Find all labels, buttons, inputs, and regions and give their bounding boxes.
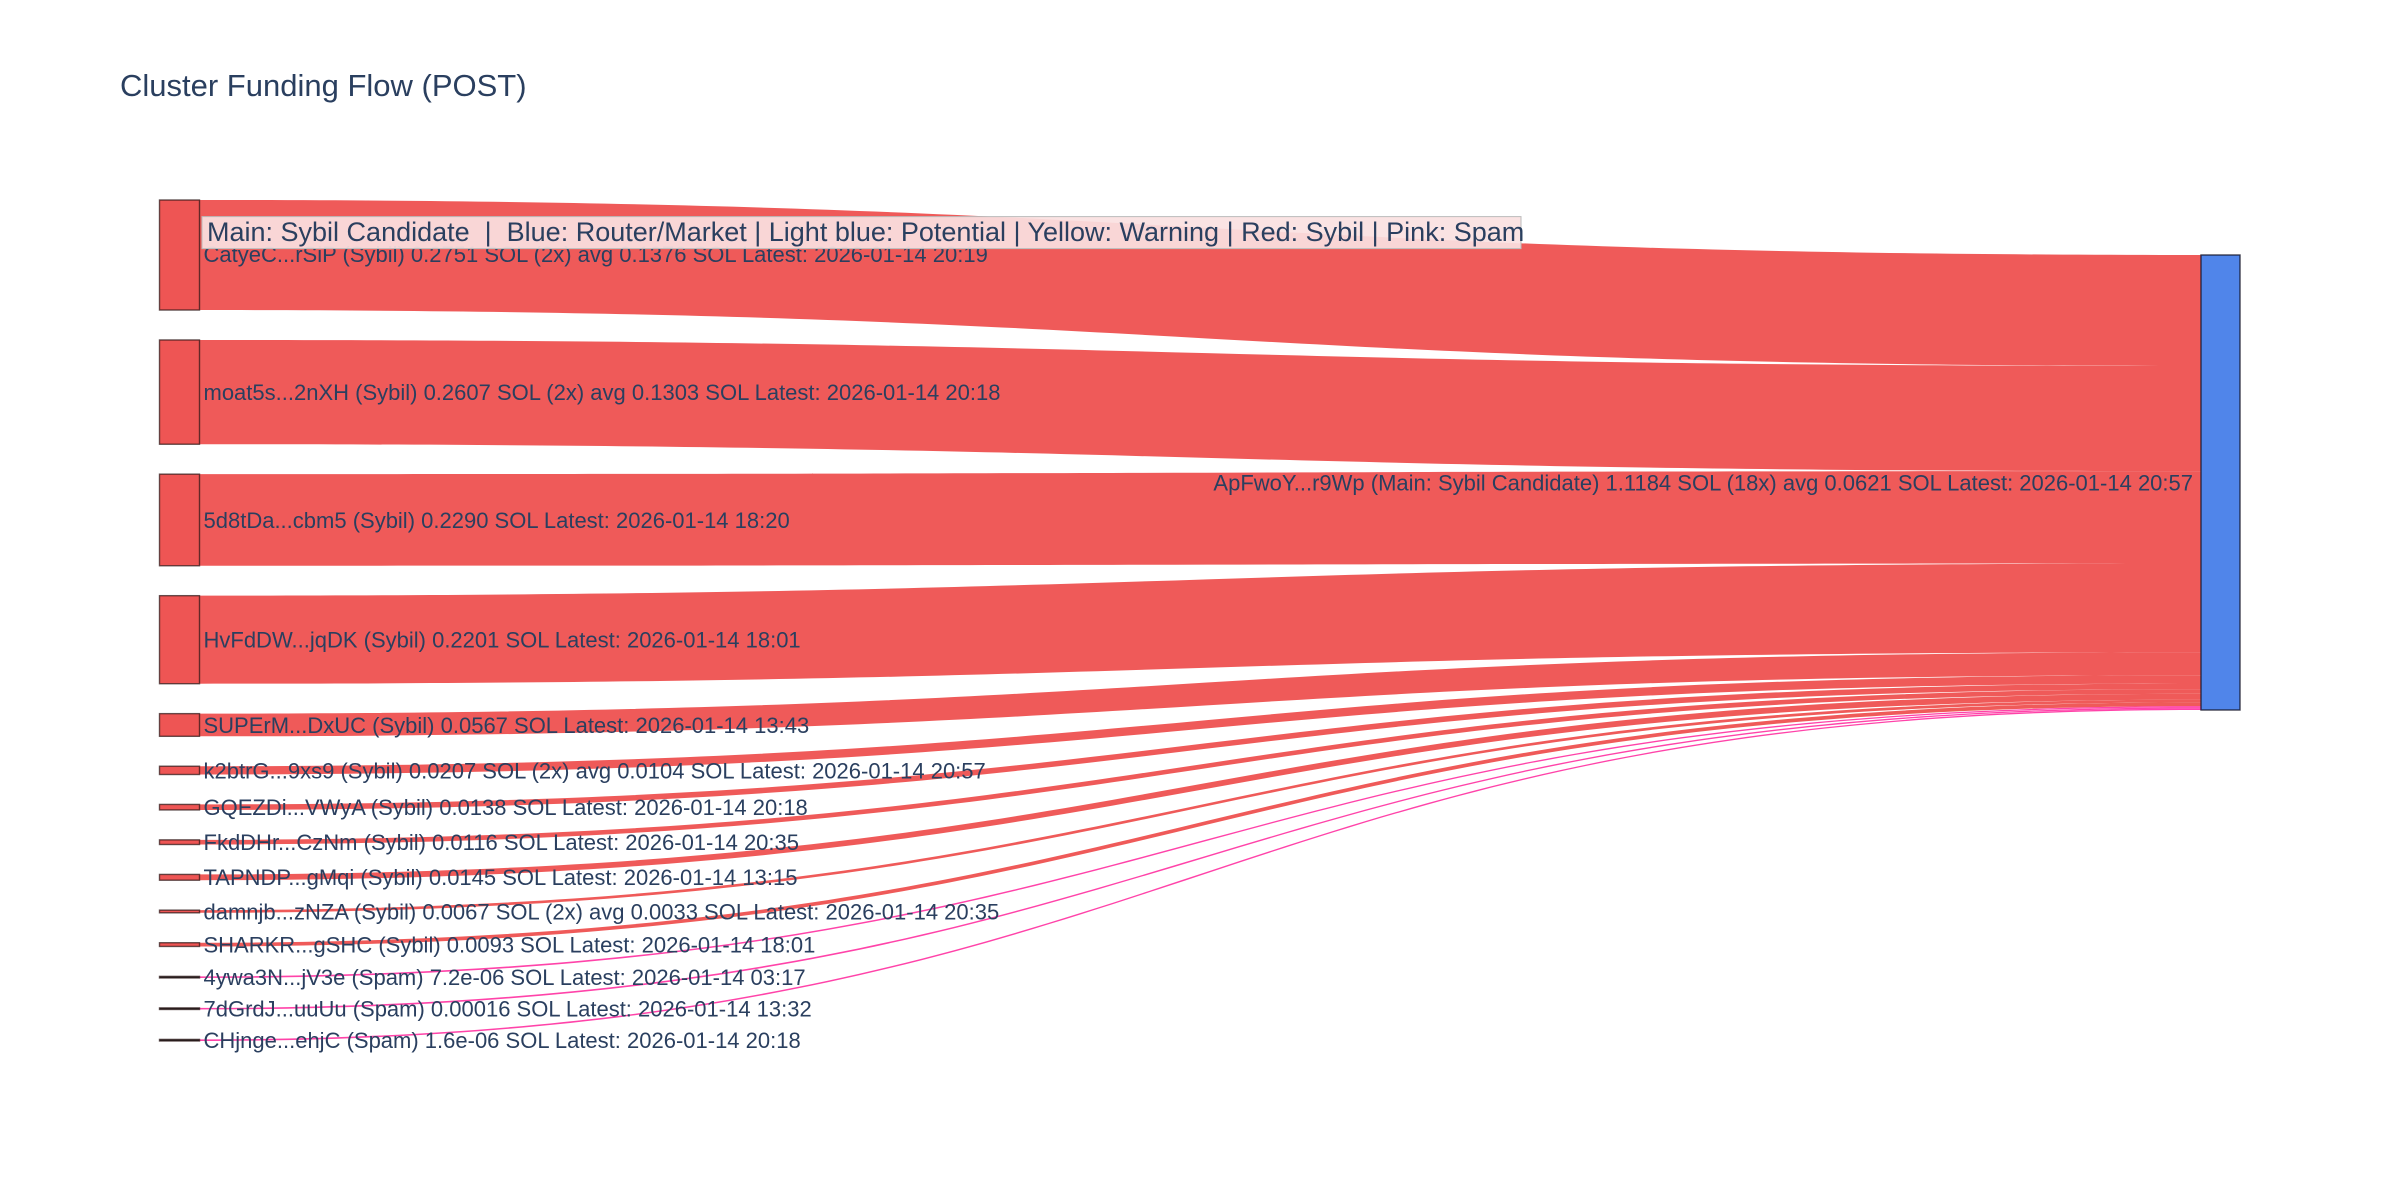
svg-text:SHARKR...gSHC (Sybil) 0.0093 S: SHARKR...gSHC (Sybil) 0.0093 SOL Latest:… bbox=[204, 933, 816, 958]
svg-text:SUPErM...DxUC (Sybil) 0.0567 S: SUPErM...DxUC (Sybil) 0.0567 SOL Latest:… bbox=[204, 713, 810, 738]
svg-text:7dGrdJ...uuUu (Spam) 0.00016 S: 7dGrdJ...uuUu (Spam) 0.00016 SOL Latest:… bbox=[204, 997, 812, 1022]
svg-text:ApFwoY...r9Wp (Main: Sybil Can: ApFwoY...r9Wp (Main: Sybil Candidate) 1.… bbox=[1213, 470, 2193, 495]
svg-text:moat5s...2nXH (Sybil) 0.2607 S: moat5s...2nXH (Sybil) 0.2607 SOL (2x) av… bbox=[204, 380, 1001, 405]
svg-text:GQEZDi...VWyA (Sybil) 0.0138 S: GQEZDi...VWyA (Sybil) 0.0138 SOL Latest:… bbox=[204, 795, 808, 820]
svg-text:4ywa3N...jV3e (Spam) 7.2e-06 S: 4ywa3N...jV3e (Spam) 7.2e-06 SOL Latest:… bbox=[204, 965, 806, 990]
svg-text:k2btrG...9xs9 (Sybil) 0.0207 S: k2btrG...9xs9 (Sybil) 0.0207 SOL (2x) av… bbox=[204, 758, 986, 783]
svg-text:FkdDHr...CzNm (Sybil) 0.0116 S: FkdDHr...CzNm (Sybil) 0.0116 SOL Latest:… bbox=[204, 830, 800, 855]
svg-text:Main: Sybil Candidate | Blue: Main: Sybil Candidate | Blue: Router/Mar… bbox=[207, 217, 1524, 247]
svg-text:HvFdDW...jqDK (Sybil) 0.2201 S: HvFdDW...jqDK (Sybil) 0.2201 SOL Latest:… bbox=[204, 628, 801, 653]
svg-text:CHjnge...ehjC (Spam) 1.6e-06 S: CHjnge...ehjC (Spam) 1.6e-06 SOL Latest:… bbox=[204, 1028, 801, 1053]
svg-text:TAPNDP...gMqi (Sybil) 0.0145 S: TAPNDP...gMqi (Sybil) 0.0145 SOL Latest:… bbox=[204, 865, 798, 890]
svg-text:5d8tDa...cbm5 (Sybil) 0.2290 S: 5d8tDa...cbm5 (Sybil) 0.2290 SOL Latest:… bbox=[204, 508, 790, 533]
svg-text:damnjb...zNZA (Sybil) 0.0067 S: damnjb...zNZA (Sybil) 0.0067 SOL (2x) av… bbox=[204, 899, 1000, 924]
